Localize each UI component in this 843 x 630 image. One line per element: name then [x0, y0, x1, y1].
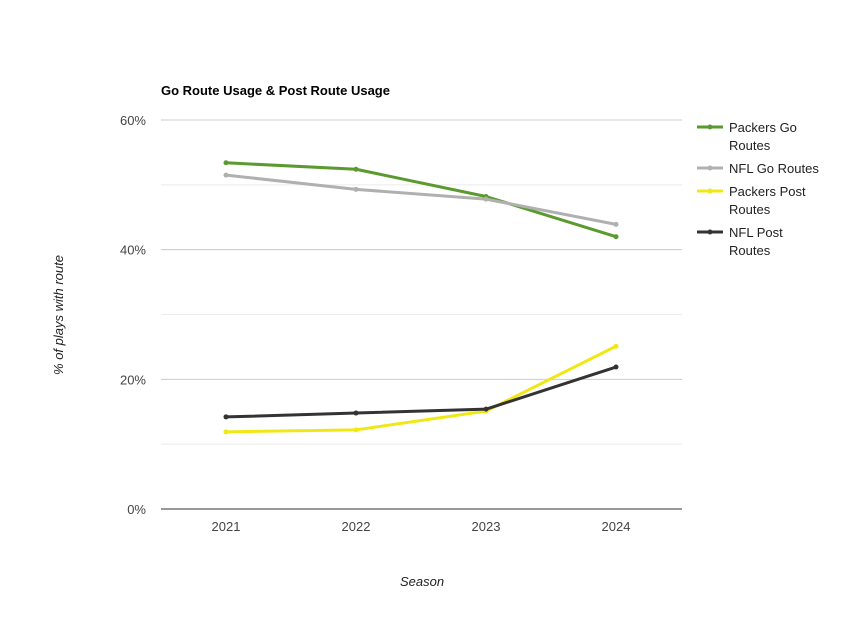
y-tick-label: 40% — [120, 243, 146, 258]
legend-item: NFL Post Routes — [697, 225, 783, 258]
data-point — [613, 364, 619, 370]
data-point — [613, 234, 619, 240]
legend-marker — [707, 124, 713, 130]
x-axis-ticks: 2021 2022 2023 2024 — [212, 519, 631, 534]
series-0 — [223, 160, 619, 240]
series-line — [224, 173, 618, 226]
x-tick-label: 2023 — [472, 519, 501, 534]
y-axis-ticks: 0% 20% 40% 60% — [120, 113, 146, 517]
legend-marker — [707, 188, 713, 194]
series-2 — [223, 343, 619, 435]
legend-marker — [707, 229, 713, 235]
legend-item: NFL Go Routes — [697, 161, 819, 176]
data-point — [483, 406, 489, 412]
series-1 — [223, 172, 619, 227]
x-tick-label: 2021 — [212, 519, 241, 534]
data-point — [613, 221, 619, 227]
legend-label: NFL Go Routes — [729, 161, 819, 176]
series-3 — [223, 364, 619, 420]
data-point — [223, 429, 229, 435]
legend-item: Packers Post Routes — [697, 184, 806, 217]
series-line — [224, 365, 618, 419]
x-tick-label: 2022 — [342, 519, 371, 534]
legend-item: Packers Go Routes — [697, 120, 797, 153]
data-point — [353, 427, 359, 433]
y-tick-label: 0% — [127, 502, 146, 517]
data-point — [483, 196, 489, 202]
legend-marker — [707, 165, 713, 171]
data-point — [353, 166, 359, 172]
data-point — [223, 160, 229, 166]
legend-label: Packers Post Routes — [729, 184, 806, 217]
x-axis-title: Season — [400, 574, 444, 589]
data-point — [353, 410, 359, 416]
data-point — [353, 186, 359, 192]
data-point — [223, 172, 229, 178]
legend: Packers Go Routes NFL Go Routes Packers Pos… — [697, 120, 819, 258]
chart-title: Go Route Usage & Post Route Usage — [161, 83, 390, 98]
y-tick-label: 20% — [120, 372, 146, 387]
legend-label: Packers Go Routes — [729, 120, 797, 153]
series-lines — [223, 160, 619, 435]
y-axis-title: % of plays with route — [51, 255, 66, 375]
gridlines — [161, 119, 682, 445]
series-line — [224, 161, 618, 239]
series-line — [224, 344, 618, 434]
x-tick-label: 2024 — [602, 519, 631, 534]
data-point — [223, 414, 229, 420]
data-point — [613, 343, 619, 349]
legend-label: NFL Post Routes — [729, 225, 783, 258]
y-tick-label: 60% — [120, 113, 146, 128]
